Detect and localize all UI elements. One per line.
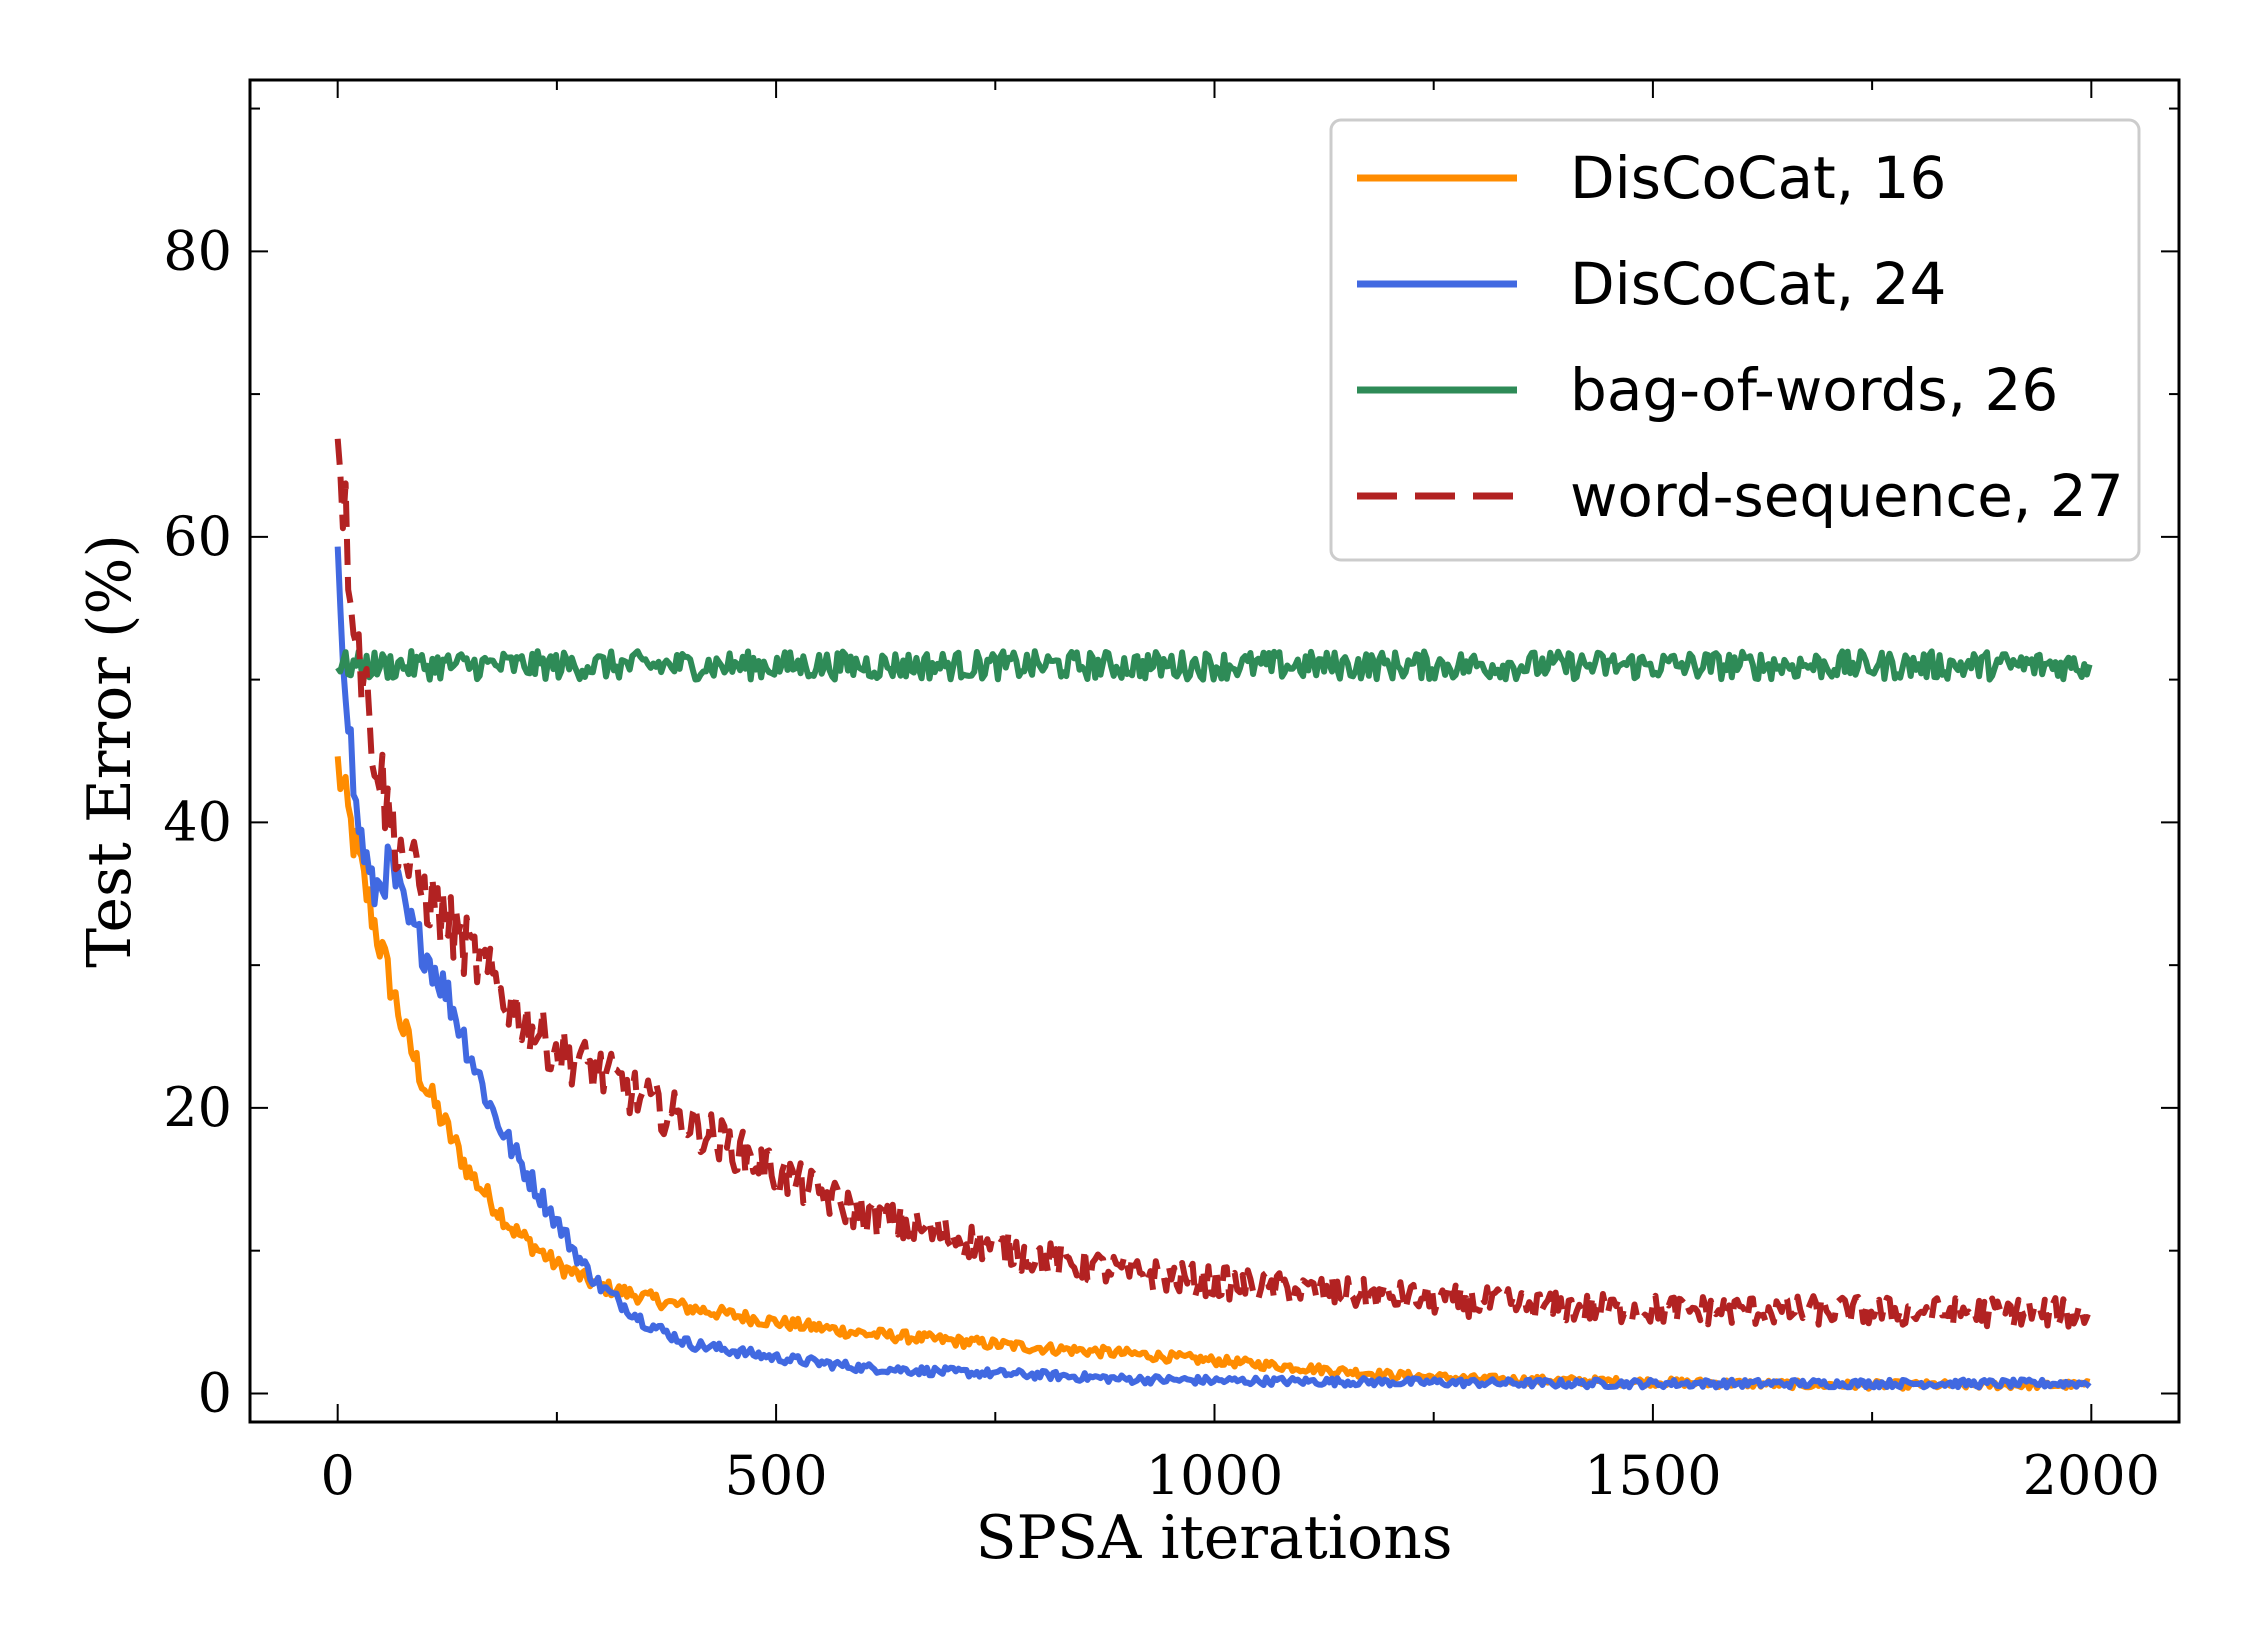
axis-tick-labels: 0 500 1000 1500 2000 0 20 40 60 80 xyxy=(163,219,2160,1507)
series-line-word-sequence-27 xyxy=(334,438,2091,1330)
legend-label-bag-of-words-26: bag-of-words, 26 xyxy=(1570,356,2058,424)
x-tick-label: 1000 xyxy=(1146,1444,1283,1507)
x-tick-label: 1500 xyxy=(1584,1444,1721,1507)
legend-items: DisCoCat, 16 DisCoCat, 24 bag-of-words, 26… xyxy=(1357,144,2124,530)
x-tick-label: 2000 xyxy=(2023,1444,2160,1507)
x-tick-label: 0 xyxy=(321,1444,355,1507)
series-line-discocat-24 xyxy=(334,546,2092,1391)
plot-lines xyxy=(334,438,2093,1392)
y-axis-label: Test Error (%) xyxy=(75,534,145,968)
legend-label-discocat-24: DisCoCat, 24 xyxy=(1570,250,1946,318)
legend-box xyxy=(1329,118,2141,562)
axis-ticks xyxy=(250,80,2179,1422)
y-tick-label: 0 xyxy=(198,1361,232,1424)
series-line-bag-of-words-26 xyxy=(335,648,2093,683)
x-axis-label: SPSA iterations xyxy=(975,1503,1452,1573)
legend-label-discocat-16: DisCoCat, 16 xyxy=(1570,144,1946,212)
y-tick-label: 80 xyxy=(163,219,232,282)
legend-label-word-sequence-27: word-sequence, 27 xyxy=(1570,462,2124,530)
legend: DisCoCat, 16 DisCoCat, 24 bag-of-words, 26… xyxy=(1329,118,2141,562)
y-tick-label: 60 xyxy=(163,505,232,568)
y-tick-label: 40 xyxy=(163,790,232,853)
y-tick-label: 20 xyxy=(163,1076,232,1139)
x-tick-label: 500 xyxy=(725,1444,828,1507)
